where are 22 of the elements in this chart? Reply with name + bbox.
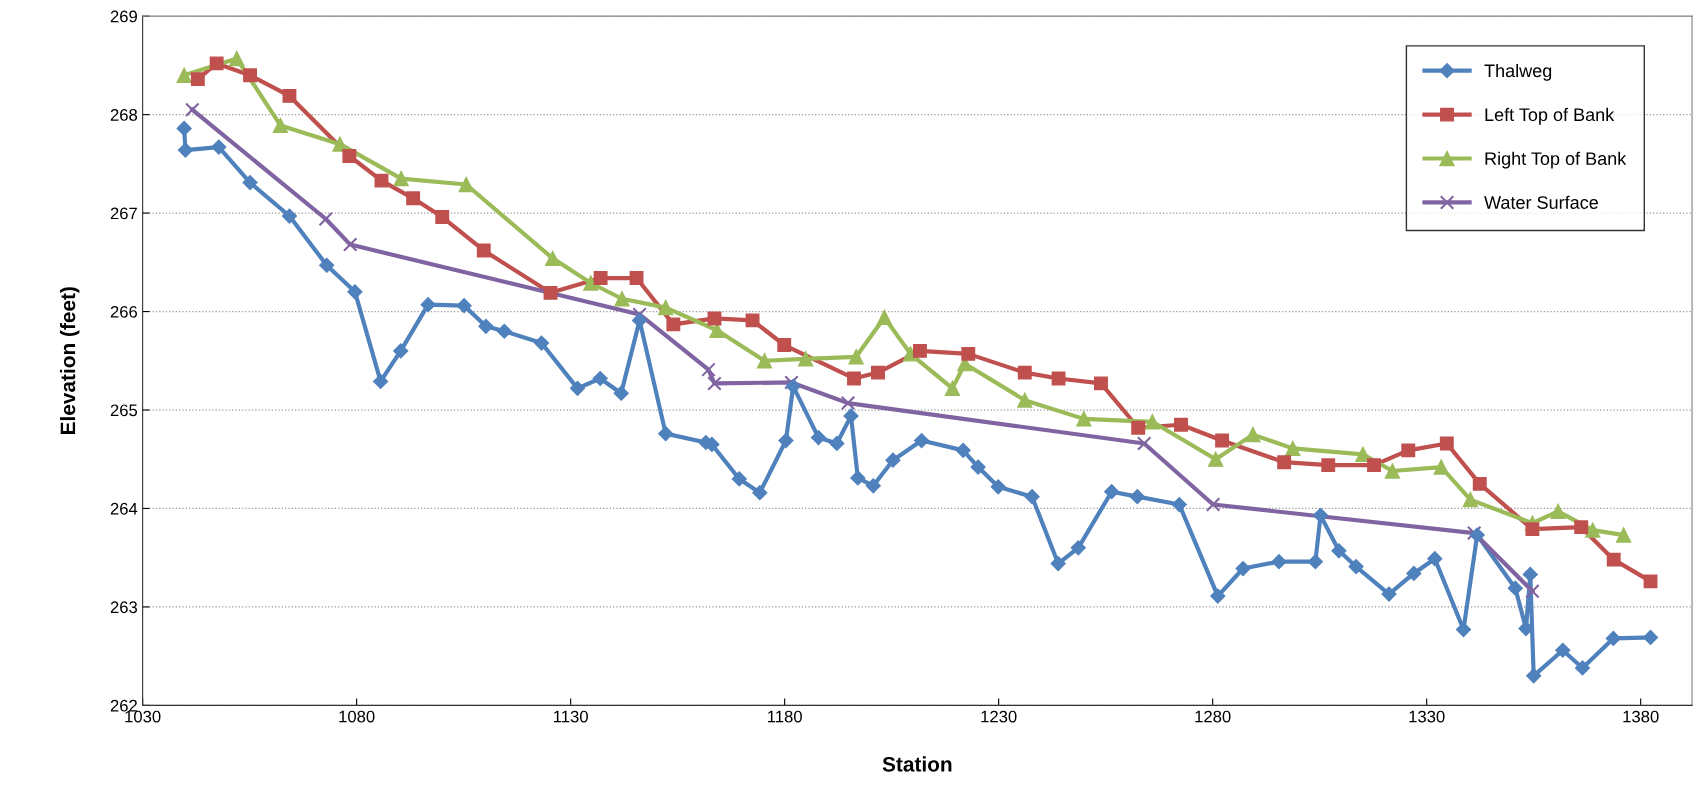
y-axis-title: Elevation (feet) bbox=[59, 287, 80, 435]
y-tick-label: 262 bbox=[110, 699, 137, 712]
y-tick-label: 269 bbox=[110, 10, 137, 23]
x-tick-label: 1280 bbox=[1195, 710, 1231, 723]
x-tick-label: 1030 bbox=[125, 710, 161, 723]
y-tick-label: 263 bbox=[110, 601, 138, 614]
y-tick-label: 264 bbox=[110, 502, 138, 515]
x-tick-label: 1230 bbox=[981, 710, 1017, 723]
legend-label: Left Top of Bank bbox=[1485, 107, 1615, 125]
x-tick-label: 1130 bbox=[554, 710, 588, 723]
x-axis-title: Station bbox=[882, 756, 952, 772]
x-tick-label: 1330 bbox=[1409, 710, 1445, 723]
legend-label: Right Top of Bank bbox=[1485, 151, 1627, 169]
legend-label: Thalweg bbox=[1484, 63, 1552, 81]
y-tick-label: 268 bbox=[110, 109, 138, 121]
y-tick-label: 267 bbox=[110, 207, 137, 220]
x-tick-label: 1380 bbox=[1623, 710, 1659, 723]
x-tick-label: 1080 bbox=[339, 710, 375, 723]
y-tick-label: 265 bbox=[110, 404, 138, 417]
y-tick-label: 266 bbox=[110, 305, 138, 318]
legend-label: Water Surface bbox=[1484, 195, 1598, 209]
x-tick-label: 1180 bbox=[768, 710, 802, 723]
